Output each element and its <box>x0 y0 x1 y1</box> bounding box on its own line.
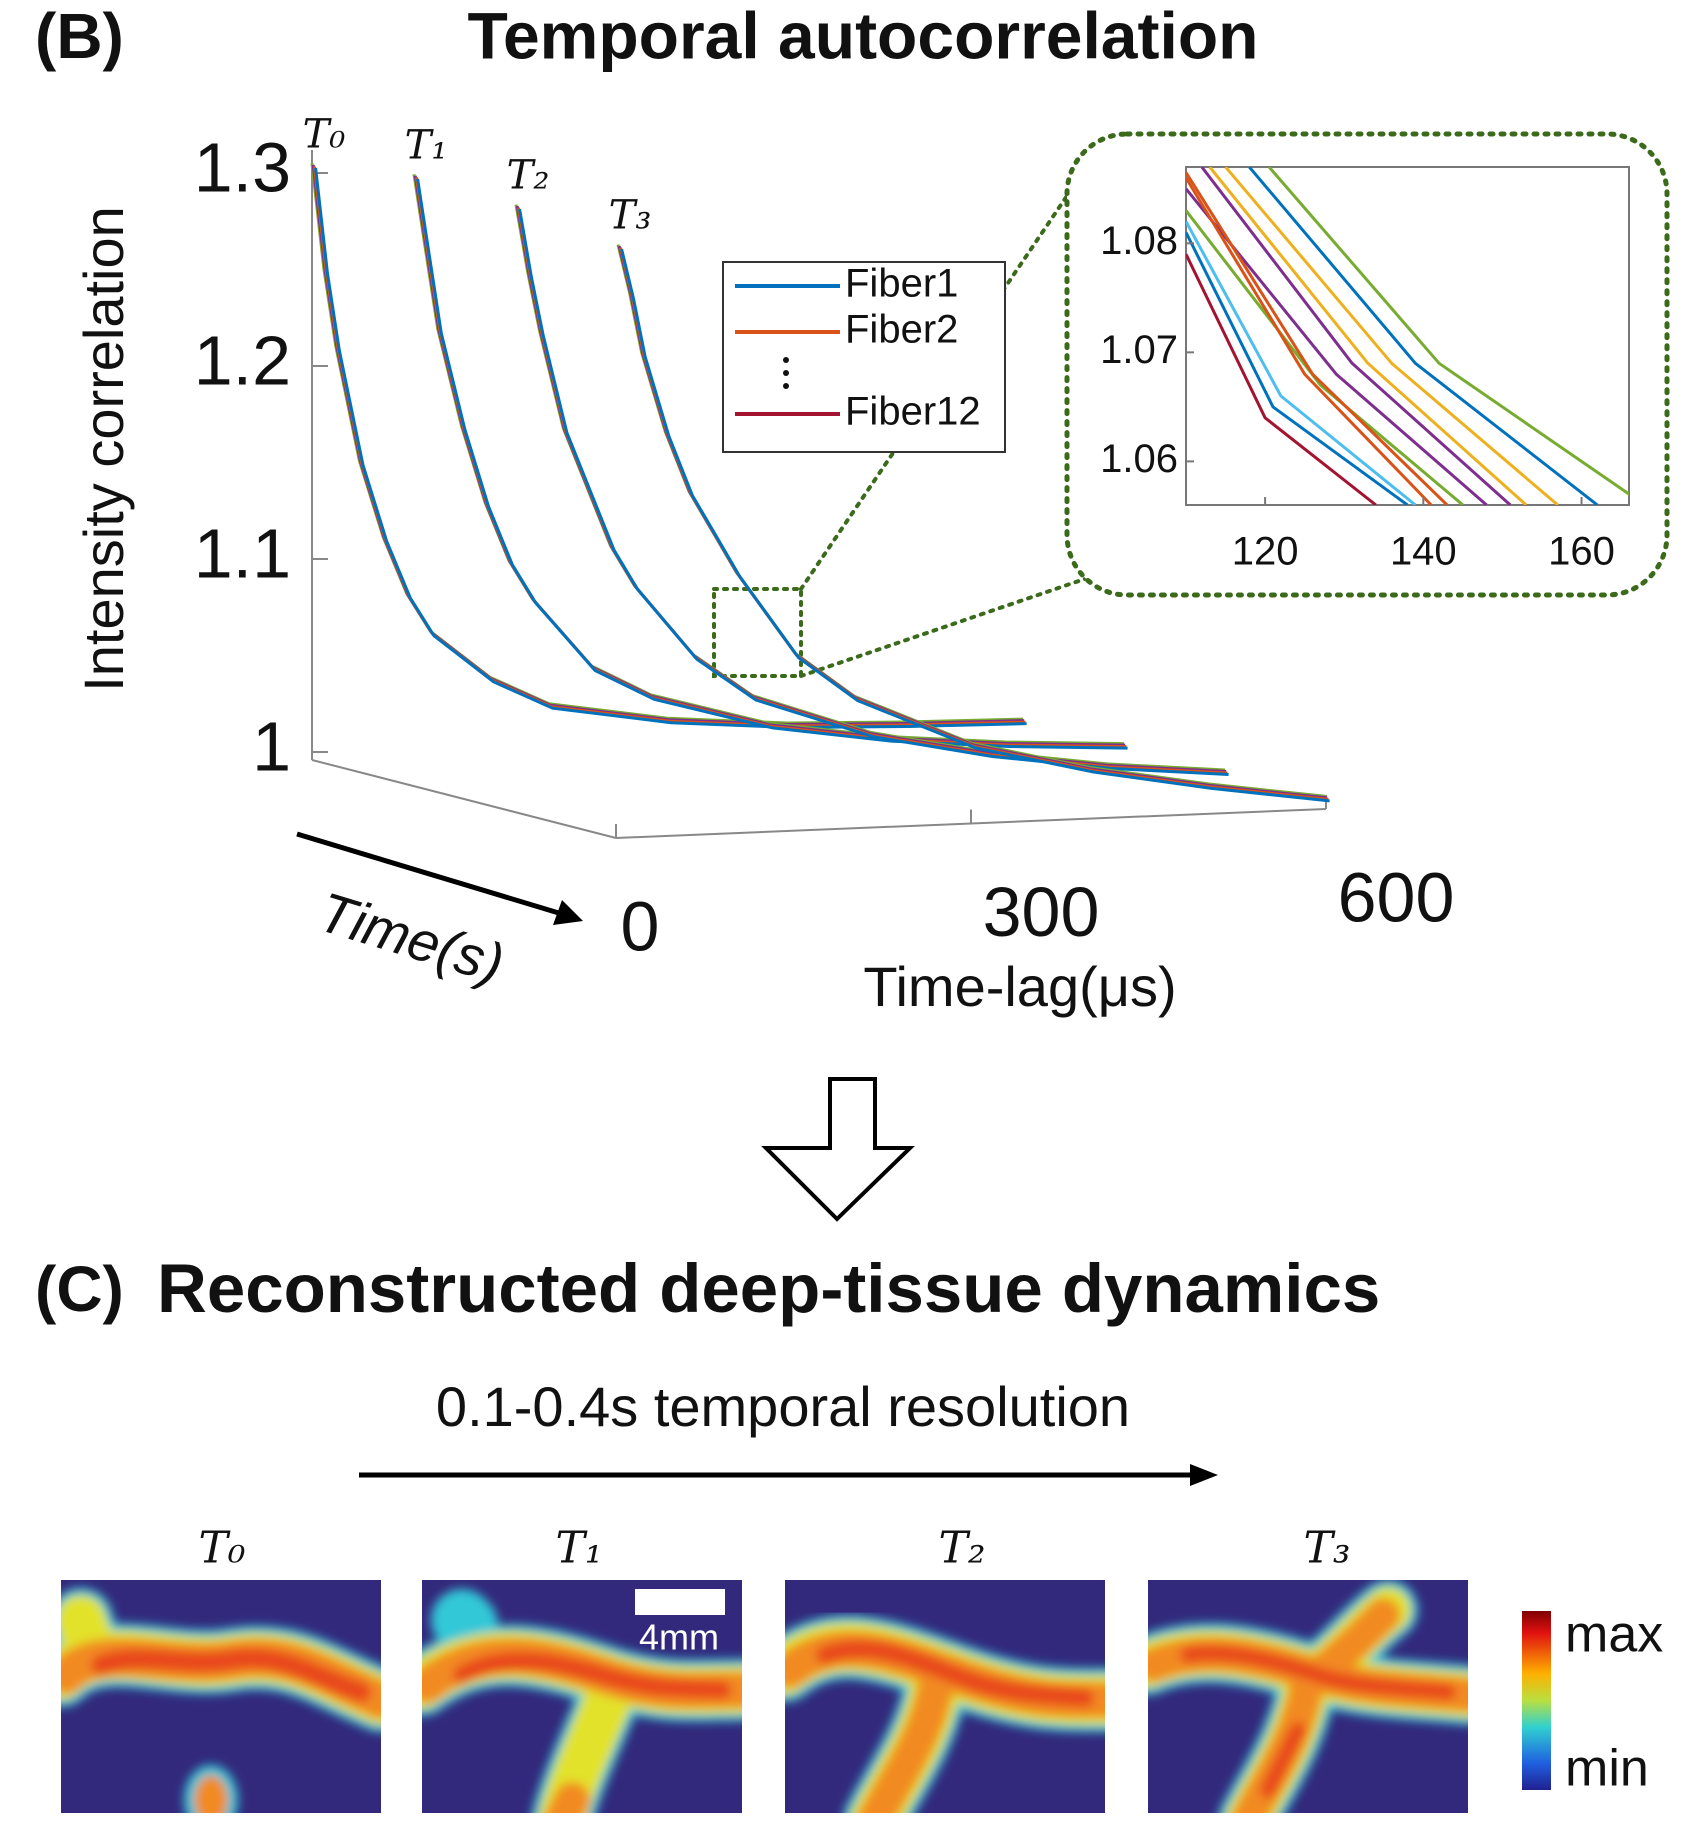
inset-axes <box>1185 166 1630 506</box>
panel-label: (B) <box>35 0 124 72</box>
inset-line <box>1186 253 1377 505</box>
legend <box>722 261 1006 453</box>
panel-label: (C) <box>35 1253 124 1325</box>
panel-subtitle: 0.1-0.4s temporal resolution <box>436 1375 1130 1438</box>
autocorrelation-line <box>412 174 1125 746</box>
frame-label: T₁ <box>556 1523 603 1574</box>
series-label: T₀ <box>303 111 346 157</box>
series-label: T₁ <box>405 122 448 168</box>
legend-ellipsis <box>783 370 789 376</box>
inset-line <box>1200 167 1512 505</box>
flow-arrow <box>761 1077 915 1222</box>
inset-x-tick-label: 140 <box>1390 530 1457 574</box>
inset-lines <box>1186 167 1629 505</box>
legend-label: Fiber2 <box>845 308 958 352</box>
inset-x-tick-label: 120 <box>1232 530 1299 574</box>
y-tick-label: 1.2 <box>194 321 291 399</box>
inset-line <box>1186 220 1417 505</box>
inset-line <box>1186 171 1449 505</box>
autocorrelation-line <box>518 208 1229 776</box>
series-label: T₃ <box>609 193 652 239</box>
inset-x-tick-label: 160 <box>1548 530 1615 574</box>
x-tick-label: 0 <box>621 887 660 965</box>
legend-label: Fiber1 <box>845 262 958 306</box>
autocorrelation-line <box>620 248 1330 803</box>
heatmap <box>422 1580 742 1813</box>
heatmap <box>1148 1580 1468 1813</box>
legend-ellipsis <box>783 383 789 389</box>
colorbar <box>1522 1611 1551 1790</box>
frame-label: T₀ <box>199 1523 246 1574</box>
legend-ellipsis <box>783 357 789 363</box>
zoom-connector <box>799 569 1110 678</box>
inset-y-tick-label: 1.08 <box>1100 219 1178 263</box>
x-tick-label: 600 <box>1338 858 1455 936</box>
inset-line <box>1186 177 1433 505</box>
zoom-box <box>712 587 803 678</box>
z-axis-label: Time(s) <box>312 880 511 996</box>
colorbar-max: max <box>1565 1606 1663 1664</box>
y-tick-label: 1.1 <box>194 514 291 592</box>
heatmap <box>785 1580 1105 1813</box>
legend-label: Fiber12 <box>845 390 981 434</box>
inset-line <box>1208 167 1528 505</box>
frame-label: T₂ <box>939 1523 986 1574</box>
chart-title: Temporal autocorrelation <box>468 0 1259 72</box>
series-label: T₂ <box>507 153 550 199</box>
time-arrow-head <box>553 900 583 925</box>
x-tick-label: 300 <box>983 873 1100 951</box>
scale-bar-label: 4mm <box>639 1617 719 1658</box>
inset-line <box>1248 167 1599 505</box>
inset-line <box>1267 167 1629 496</box>
inset-line <box>1186 209 1464 505</box>
heatmap <box>61 1580 381 1813</box>
resolution-arrow-head <box>1190 1464 1218 1486</box>
inset-y-tick-label: 1.07 <box>1100 328 1178 372</box>
colorbar-min: min <box>1565 1740 1649 1798</box>
z-axis-line <box>311 759 617 839</box>
x-axis-label: Time-lag(μs) <box>863 955 1176 1018</box>
panel-title: Reconstructed deep-tissue dynamics <box>157 1250 1380 1327</box>
y-tick-label: 1 <box>252 707 291 785</box>
inset-line <box>1224 167 1559 505</box>
frame-label: T₃ <box>1304 1523 1351 1574</box>
inset-line <box>1186 231 1409 505</box>
y-axis-label: Intensity correlation <box>72 206 135 692</box>
y-tick-label: 1.3 <box>194 128 291 206</box>
time-arrow <box>296 831 573 920</box>
inset-y-tick-label: 1.06 <box>1100 437 1178 481</box>
